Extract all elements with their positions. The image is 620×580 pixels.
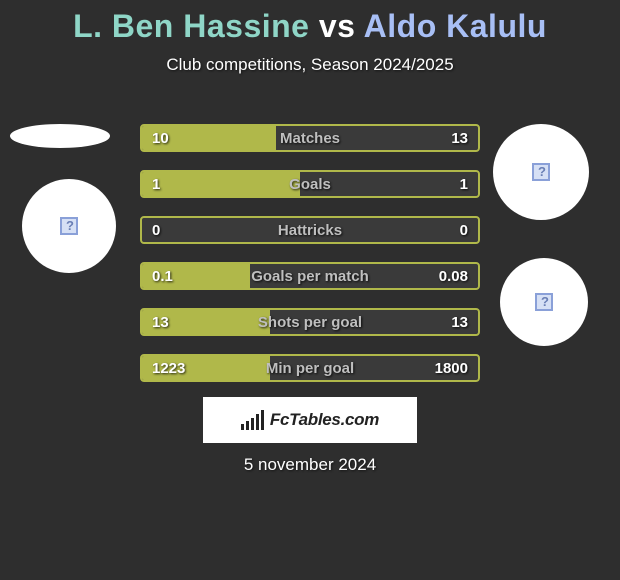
stat-value-left: 1 xyxy=(152,172,160,196)
player1-name: L. Ben Hassine xyxy=(73,8,309,44)
stat-label: Matches xyxy=(142,126,478,150)
bars-icon xyxy=(241,410,264,430)
stat-value-right: 1 xyxy=(460,172,468,196)
stat-value-right: 1800 xyxy=(435,356,468,380)
stat-row: Matches10 13 xyxy=(140,124,480,152)
stat-value-left: 13 xyxy=(152,310,169,334)
subtitle: Club competitions, Season 2024/2025 xyxy=(0,55,620,75)
stats-panel: Matches10 13 Goals1 1 Hattricks0 0 Goals per m… xyxy=(140,124,480,400)
stat-value-left: 10 xyxy=(152,126,169,150)
attribution-badge: FcTables.com xyxy=(203,397,417,443)
stat-row: Hattricks0 0 xyxy=(140,216,480,244)
stat-row: Min per goal1223 1800 xyxy=(140,354,480,382)
player1-avatar xyxy=(22,179,116,273)
club-avatar xyxy=(500,258,588,346)
placeholder-icon xyxy=(60,217,78,235)
stat-value-right: 13 xyxy=(451,126,468,150)
stat-row: Goals per match0.1 0.08 xyxy=(140,262,480,290)
decorative-ellipse xyxy=(10,124,110,148)
stat-label: Goals per match xyxy=(142,264,478,288)
bar-segment xyxy=(251,418,254,430)
stat-value-right: 0.08 xyxy=(439,264,468,288)
placeholder-icon xyxy=(535,293,553,311)
placeholder-icon xyxy=(532,163,550,181)
stat-label: Hattricks xyxy=(142,218,478,242)
bar-segment xyxy=(256,414,259,430)
stat-value-left: 0.1 xyxy=(152,264,173,288)
stat-value-right: 13 xyxy=(451,310,468,334)
attribution-text: FcTables.com xyxy=(270,410,379,430)
bar-segment xyxy=(246,421,249,430)
vs-label: vs xyxy=(319,8,356,44)
stat-row: Shots per goal13 13 xyxy=(140,308,480,336)
stat-value-right: 0 xyxy=(460,218,468,242)
bar-segment xyxy=(241,424,244,430)
stat-value-left: 0 xyxy=(152,218,160,242)
comparison-title: L. Ben Hassine vs Aldo Kalulu xyxy=(0,0,620,45)
player2-avatar xyxy=(493,124,589,220)
player2-name: Aldo Kalulu xyxy=(364,8,547,44)
stat-row: Goals1 1 xyxy=(140,170,480,198)
bar-segment xyxy=(261,410,264,430)
stat-label: Goals xyxy=(142,172,478,196)
stat-label: Min per goal xyxy=(142,356,478,380)
date-label: 5 november 2024 xyxy=(0,455,620,475)
stat-value-left: 1223 xyxy=(152,356,185,380)
stat-label: Shots per goal xyxy=(142,310,478,334)
